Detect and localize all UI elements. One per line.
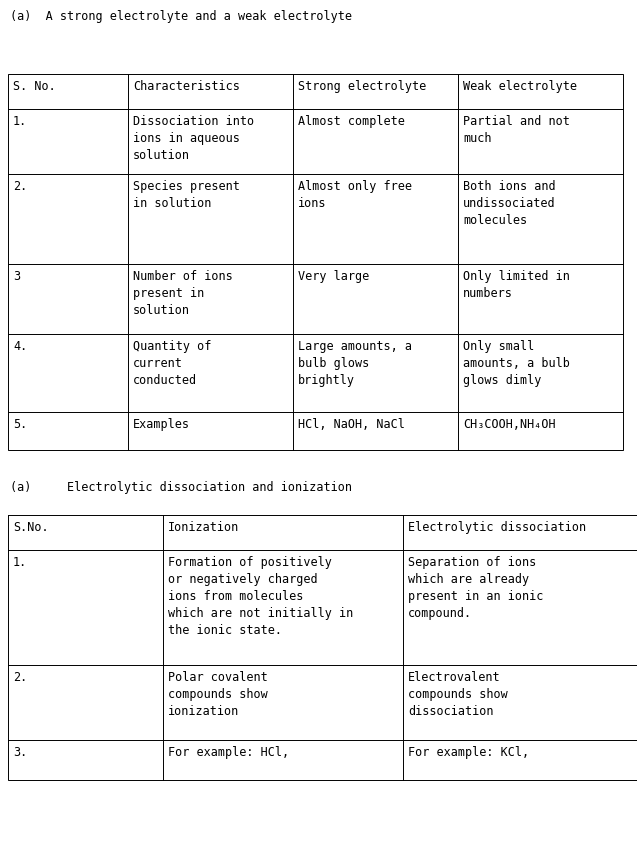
Text: 5.: 5. bbox=[13, 418, 27, 430]
Text: Almost complete: Almost complete bbox=[298, 115, 405, 127]
Text: Species present
in solution: Species present in solution bbox=[133, 180, 240, 210]
Text: Characteristics: Characteristics bbox=[133, 80, 240, 93]
Text: Separation of ions
which are already
present in an ionic
compound.: Separation of ions which are already pre… bbox=[408, 555, 543, 619]
Text: (a)  A strong electrolyte and a weak electrolyte: (a) A strong electrolyte and a weak elec… bbox=[10, 10, 352, 23]
Text: Strong electrolyte: Strong electrolyte bbox=[298, 80, 426, 93]
Text: Electrolytic dissociation: Electrolytic dissociation bbox=[408, 521, 586, 533]
Text: Number of ions
present in
solution: Number of ions present in solution bbox=[133, 270, 233, 316]
Text: S.No.: S.No. bbox=[13, 521, 48, 533]
Text: Partial and not
much: Partial and not much bbox=[463, 115, 570, 145]
Text: 4.: 4. bbox=[13, 339, 27, 353]
Bar bbox=[8, 75, 623, 451]
Text: Only limited in
numbers: Only limited in numbers bbox=[463, 270, 570, 300]
Text: Large amounts, a
bulb glows
brightly: Large amounts, a bulb glows brightly bbox=[298, 339, 412, 387]
Text: Only small
amounts, a bulb
glows dimly: Only small amounts, a bulb glows dimly bbox=[463, 339, 570, 387]
Text: 2.: 2. bbox=[13, 670, 27, 683]
Text: Both ions and
undissociated
molecules: Both ions and undissociated molecules bbox=[463, 180, 555, 227]
Text: 1.: 1. bbox=[13, 115, 27, 127]
Text: For example: KCl,: For example: KCl, bbox=[408, 745, 529, 758]
Text: For example: HCl,: For example: HCl, bbox=[168, 745, 289, 758]
Text: S. No.: S. No. bbox=[13, 80, 56, 93]
Text: Weak electrolyte: Weak electrolyte bbox=[463, 80, 577, 93]
Text: Dissociation into
ions in aqueous
solution: Dissociation into ions in aqueous soluti… bbox=[133, 115, 254, 162]
Text: 3: 3 bbox=[13, 270, 20, 283]
Text: HCl, NaOH, NaCl: HCl, NaOH, NaCl bbox=[298, 418, 405, 430]
Text: Ionization: Ionization bbox=[168, 521, 240, 533]
Text: Examples: Examples bbox=[133, 418, 190, 430]
Text: Quantity of
current
conducted: Quantity of current conducted bbox=[133, 339, 211, 387]
Text: Very large: Very large bbox=[298, 270, 369, 283]
Bar bbox=[8, 516, 637, 780]
Text: Almost only free
ions: Almost only free ions bbox=[298, 180, 412, 210]
Text: (a)     Electrolytic dissociation and ionization: (a) Electrolytic dissociation and ioniza… bbox=[10, 480, 352, 494]
Text: CH₃COOH,NH₄OH: CH₃COOH,NH₄OH bbox=[463, 418, 555, 430]
Text: Electrovalent
compounds show
dissociation: Electrovalent compounds show dissociatio… bbox=[408, 670, 508, 717]
Text: 3.: 3. bbox=[13, 745, 27, 758]
Text: 2.: 2. bbox=[13, 180, 27, 192]
Text: Polar covalent
compounds show
ionization: Polar covalent compounds show ionization bbox=[168, 670, 268, 717]
Text: 1.: 1. bbox=[13, 555, 27, 568]
Text: Formation of positively
or negatively charged
ions from molecules
which are not : Formation of positively or negatively ch… bbox=[168, 555, 354, 636]
